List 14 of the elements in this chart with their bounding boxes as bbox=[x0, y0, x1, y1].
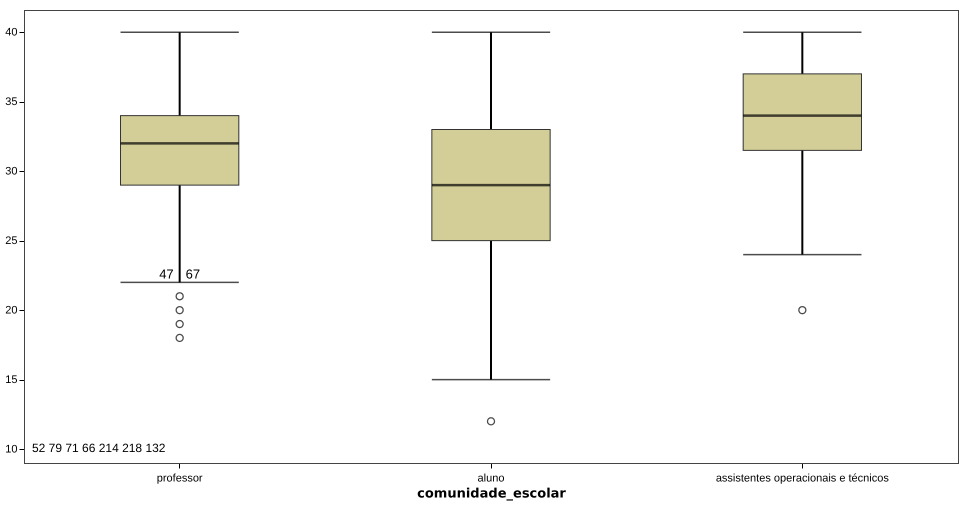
y-tick-label: 35 bbox=[5, 96, 18, 108]
y-tick-label: 20 bbox=[5, 304, 18, 317]
y-tick-label: 10 bbox=[5, 444, 18, 456]
y-tick-label: 40 bbox=[5, 26, 18, 39]
y-tick-label: 30 bbox=[5, 166, 18, 178]
annotation: 67 bbox=[186, 266, 200, 282]
text: 52 79 71 66 214 218 132 bbox=[32, 441, 166, 455]
x-tick-label: assistentes operacionais e técnicos bbox=[716, 472, 890, 484]
x-tick-label: professor bbox=[156, 472, 203, 484]
y-tick-label: 25 bbox=[5, 235, 18, 248]
y-tick-label: 15 bbox=[5, 374, 18, 386]
x-axis-title: comunidade_escolar bbox=[417, 486, 566, 502]
x-tick-label: aluno bbox=[478, 472, 504, 484]
annotation: 47 bbox=[159, 266, 174, 282]
